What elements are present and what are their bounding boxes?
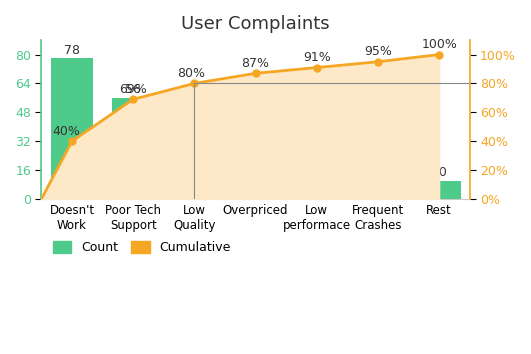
Legend: Count, Cumulative: Count, Cumulative: [48, 236, 236, 259]
Bar: [112, 98, 155, 199]
Text: 87%: 87%: [242, 57, 270, 70]
Text: 100%: 100%: [421, 38, 457, 51]
Text: 12: 12: [247, 163, 263, 176]
Bar: [356, 186, 399, 199]
Text: 10: 10: [431, 166, 447, 179]
Text: 69%: 69%: [119, 83, 147, 96]
Text: 80%: 80%: [177, 67, 205, 80]
Text: 56: 56: [125, 84, 141, 96]
Bar: [295, 183, 338, 199]
Bar: [173, 161, 216, 199]
Text: 21: 21: [186, 147, 202, 160]
Bar: [50, 58, 93, 199]
Bar: [234, 177, 277, 199]
Text: 78: 78: [64, 44, 80, 57]
Text: 95%: 95%: [364, 45, 392, 58]
Text: 91%: 91%: [303, 51, 331, 64]
Title: User Complaints: User Complaints: [181, 15, 330, 33]
Text: 9: 9: [313, 168, 321, 181]
Bar: [418, 181, 460, 199]
Text: 7: 7: [374, 172, 382, 185]
Text: 40%: 40%: [52, 125, 80, 138]
